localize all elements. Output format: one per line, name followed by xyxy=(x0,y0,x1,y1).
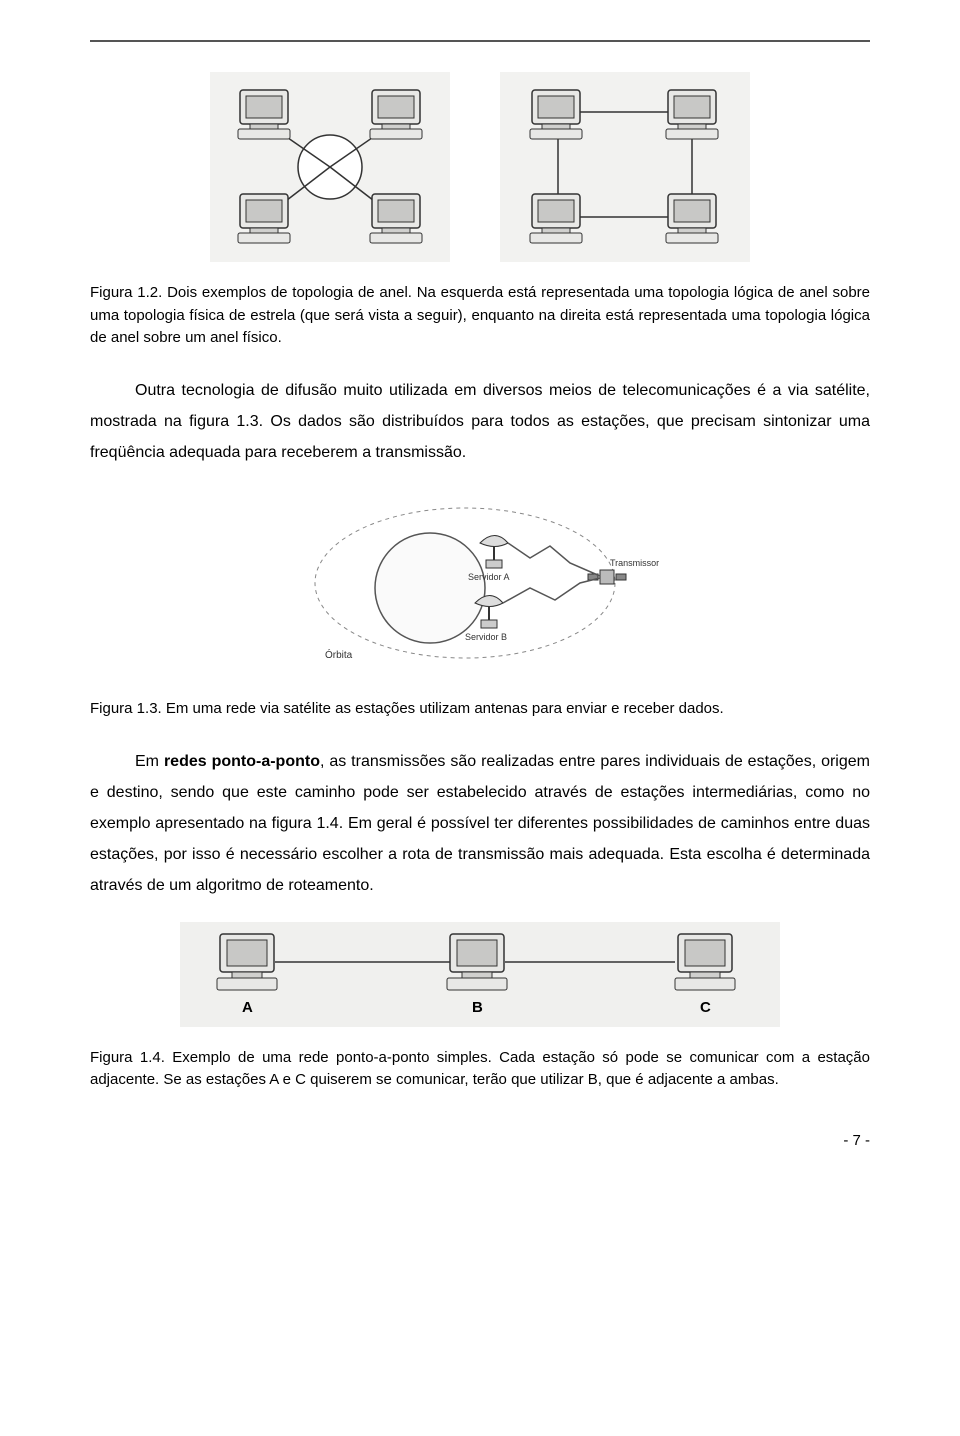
para2-bold: redes ponto-a-ponto xyxy=(164,753,320,770)
servidor-b-label: Servidor B xyxy=(465,632,507,642)
node-b-label: B xyxy=(472,999,483,1016)
figure-1-2-caption: Figura 1.2. Dois exemplos de topologia d… xyxy=(90,282,870,350)
paragraph-2: Em redes ponto-a-ponto, as transmissões … xyxy=(90,746,870,902)
figure-1-2 xyxy=(90,72,870,262)
page-number: - 7 - xyxy=(90,1132,870,1149)
computer-icon xyxy=(447,934,507,990)
node-c-label: C xyxy=(700,999,711,1016)
computer-icon xyxy=(675,934,735,990)
node-a-label: A xyxy=(242,999,253,1016)
topology-star-diagram xyxy=(210,72,450,262)
satellite-diagram: Órbita Servidor A Servidor B Transmissor xyxy=(290,488,670,678)
orbita-label: Órbita xyxy=(325,648,353,661)
para2-post: , as transmissões são realizadas entre p… xyxy=(90,753,870,895)
figure-1-4-caption: Figura 1.4. Exemplo de uma rede ponto-a-… xyxy=(90,1047,870,1092)
figure-1-3: Órbita Servidor A Servidor B Transmissor xyxy=(90,488,870,678)
servidor-a-label: Servidor A xyxy=(468,572,510,582)
transmissor-label: Transmissor xyxy=(610,558,659,568)
top-horizontal-rule xyxy=(90,40,870,42)
figure-1-3-caption: Figura 1.3. Em uma rede via satélite as … xyxy=(90,698,870,721)
topology-ring-diagram xyxy=(500,72,750,262)
figure-1-4: A B C xyxy=(90,922,870,1027)
p2p-diagram: A B C xyxy=(180,922,780,1027)
document-page: Figura 1.2. Dois exemplos de topologia d… xyxy=(0,0,960,1189)
para2-pre: Em xyxy=(135,753,164,770)
paragraph-1: Outra tecnologia de difusão muito utiliz… xyxy=(90,375,870,469)
computer-icon xyxy=(217,934,277,990)
